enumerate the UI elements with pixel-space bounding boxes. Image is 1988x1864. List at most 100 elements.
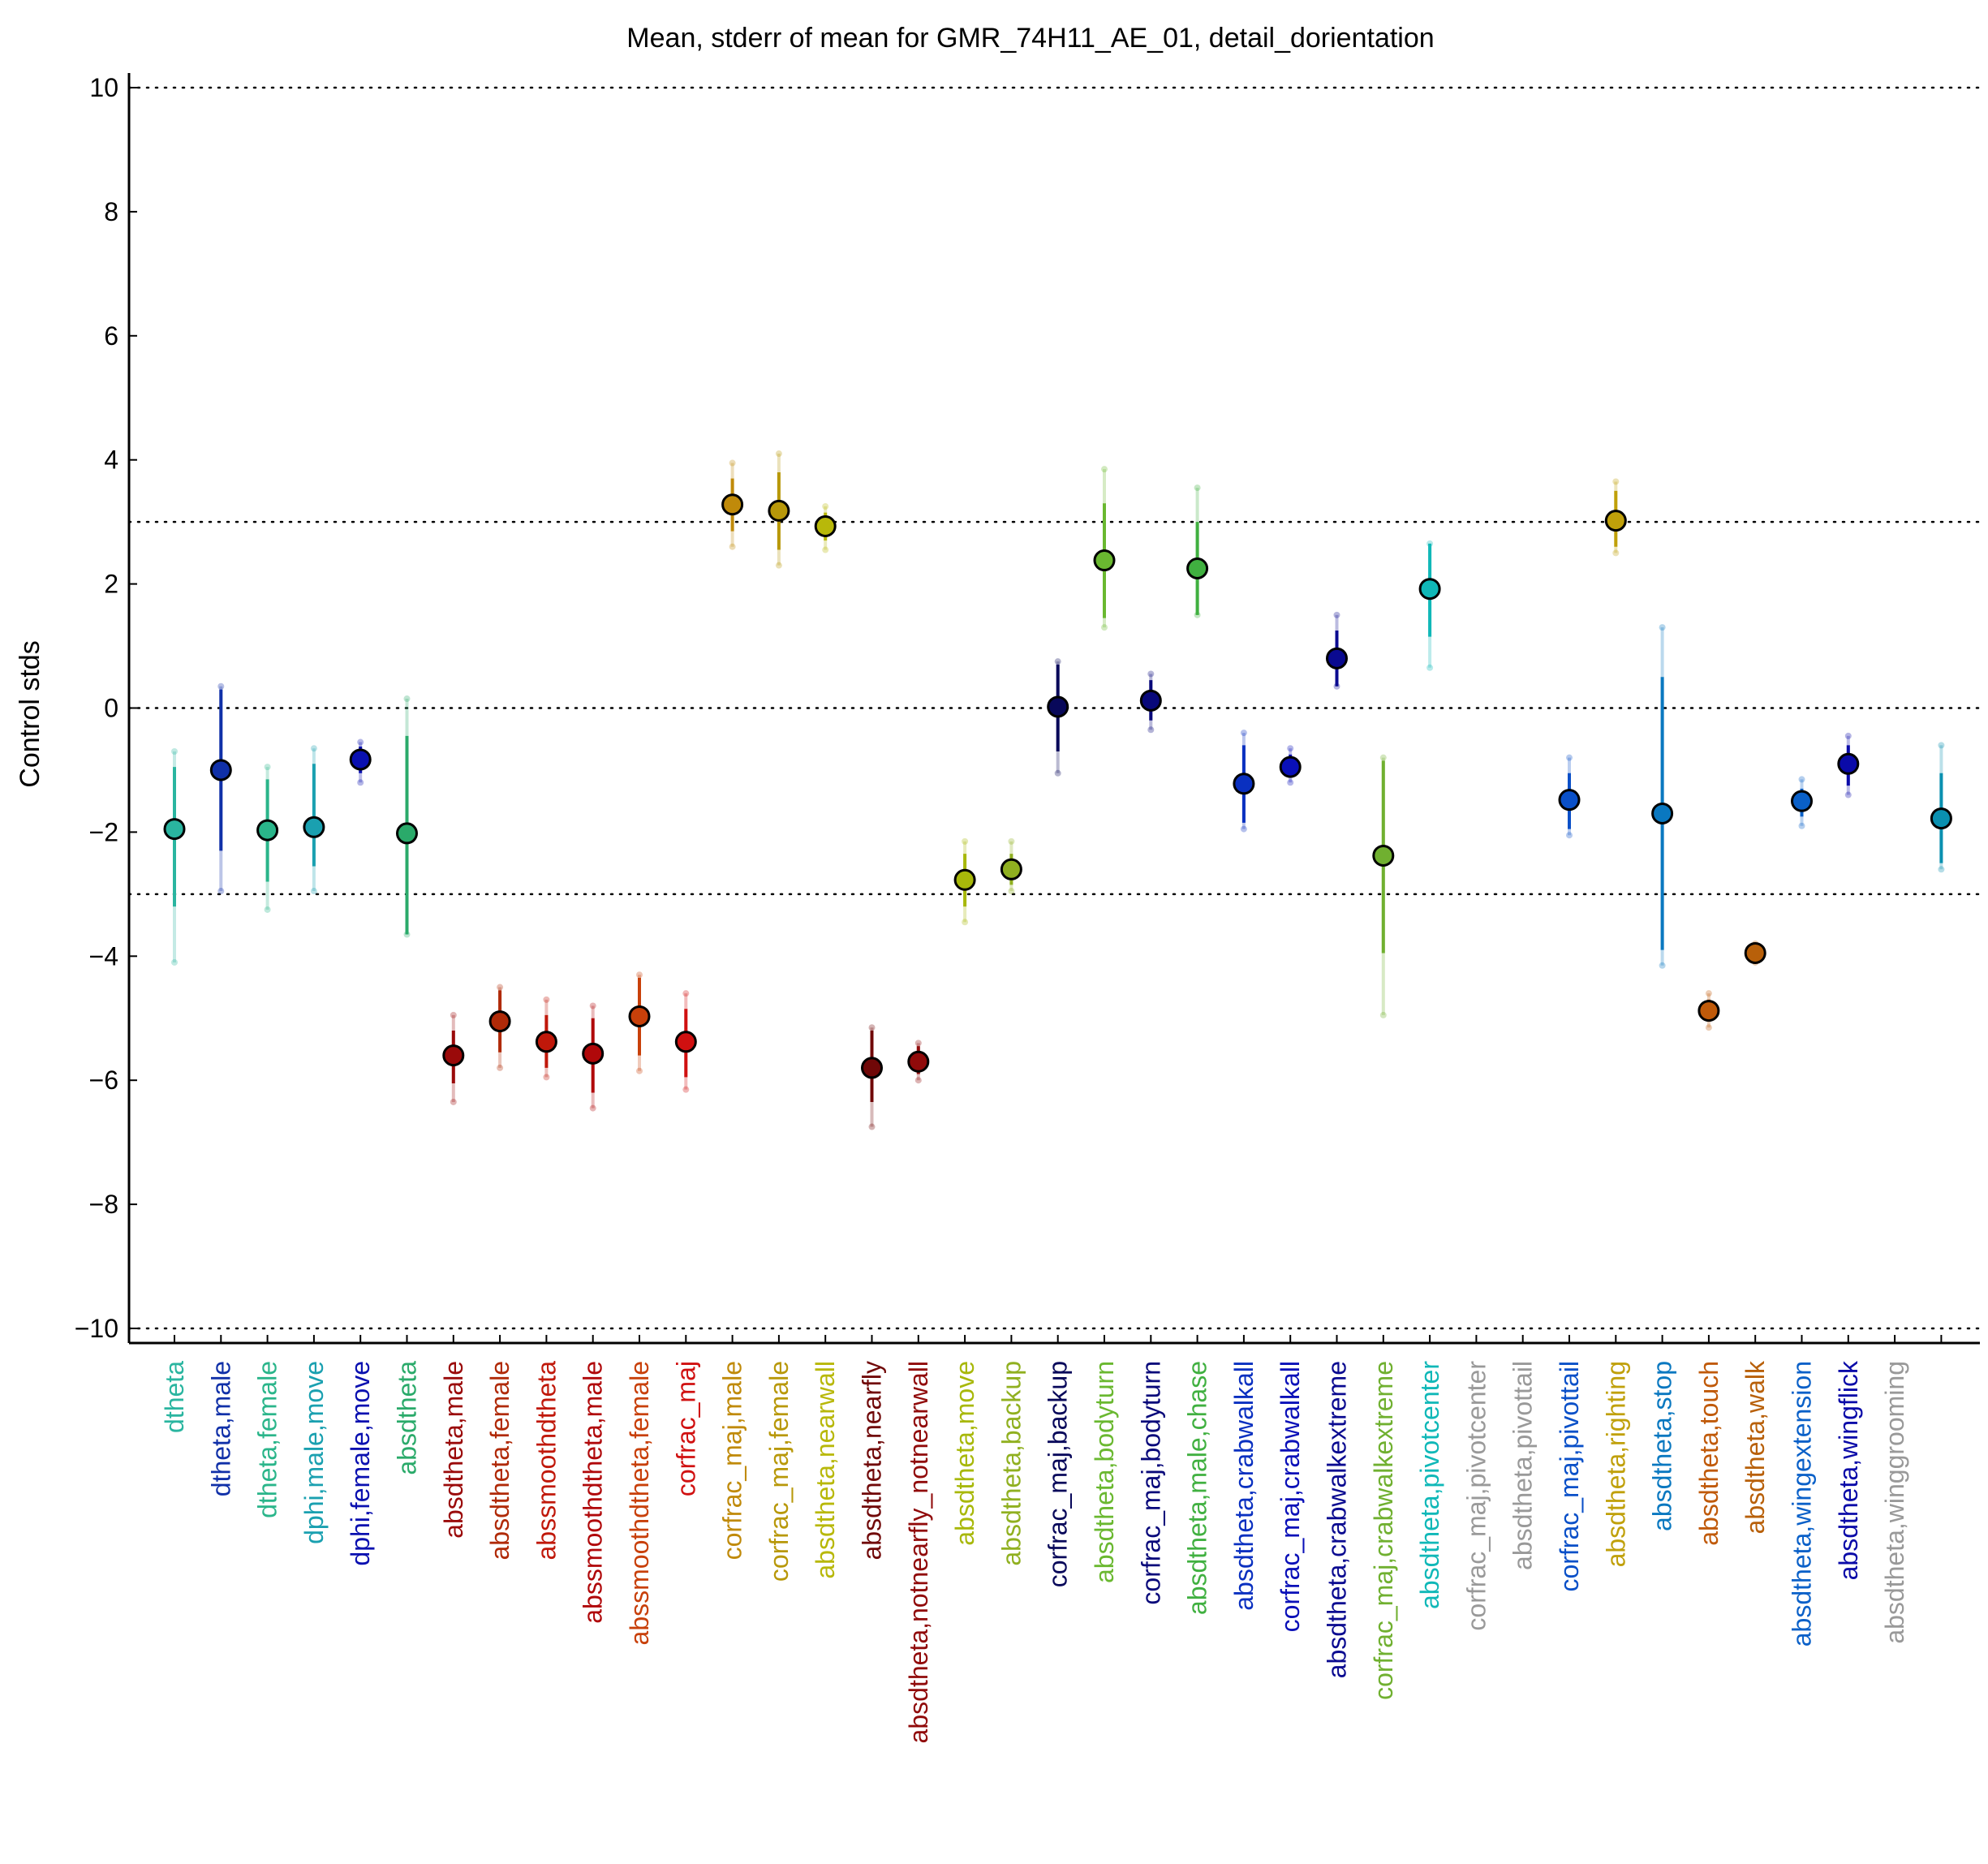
range-cap-top — [868, 1024, 876, 1031]
mean-marker — [953, 868, 976, 891]
mean-marker — [1093, 549, 1116, 572]
range-cap-bottom — [1008, 888, 1015, 895]
mean-marker — [535, 1031, 557, 1053]
range-cap-bottom — [1938, 866, 1945, 873]
x-tick-label: corfrac_maj,crabwalkextreme — [1369, 1361, 1398, 1700]
mean-marker — [628, 1005, 651, 1027]
y-tick-label: 6 — [104, 321, 118, 351]
range-cap-top — [1147, 670, 1155, 678]
range-cap-top — [1287, 745, 1294, 752]
y-tick-label: −6 — [89, 1065, 118, 1095]
mean-marker — [163, 818, 186, 841]
x-tick-label: absdtheta,pivotcenter — [1415, 1361, 1444, 1609]
mean-marker — [442, 1044, 465, 1067]
range-cap-bottom — [217, 888, 225, 895]
range-cap-bottom — [357, 779, 364, 786]
range-cap-top — [1659, 624, 1666, 631]
range-cap-top — [543, 996, 550, 1003]
y-tick-label: 4 — [104, 446, 118, 475]
x-tick-label: absdtheta,righting — [1601, 1361, 1630, 1567]
data-points — [163, 493, 1952, 1079]
mean-marker — [1326, 647, 1348, 669]
mean-marker — [582, 1042, 605, 1065]
range-cap-bottom — [1798, 822, 1805, 829]
range-cap-bottom — [914, 1077, 922, 1084]
x-tick-label: absdtheta,bodyturn — [1090, 1361, 1119, 1583]
x-tick-label: absdtheta,wingextension — [1788, 1361, 1817, 1647]
range-cap-bottom — [1612, 549, 1620, 557]
y-tick-label: −8 — [89, 1190, 118, 1219]
range-cap-top — [1844, 732, 1852, 739]
range-cap-bottom — [682, 1086, 690, 1093]
mean-marker — [209, 759, 232, 781]
range-cap-top — [1798, 776, 1805, 783]
x-tick-label: dtheta,female — [253, 1361, 282, 1518]
y-tick-label: 8 — [104, 197, 118, 226]
x-tick-label: abssmoothdtheta,male — [579, 1361, 608, 1624]
range-cap-bottom — [264, 906, 271, 913]
x-tick-label: corfrac_maj,crabwalkall — [1276, 1361, 1305, 1632]
range-cap-top — [1566, 754, 1573, 761]
error-bars — [171, 450, 1945, 1130]
x-tick-label: dphi,female,move — [346, 1361, 375, 1566]
x-tick-label: abssmoothdtheta — [531, 1361, 561, 1561]
mean-marker — [1139, 689, 1162, 712]
range-cap-top — [310, 745, 317, 752]
range-cap-bottom — [589, 1104, 596, 1112]
x-tick-label: absdtheta,stop — [1648, 1361, 1677, 1531]
range-cap-bottom — [497, 1064, 504, 1071]
range-cap-top — [962, 837, 969, 845]
range-cap-top — [682, 990, 690, 997]
x-tick-label: corfrac_maj,male — [718, 1361, 747, 1560]
range-cap-top — [589, 1002, 596, 1009]
x-tick-label: dtheta — [160, 1361, 189, 1433]
x-tick-label: corfrac_maj,backup — [1043, 1361, 1073, 1587]
range-cap-top — [1101, 466, 1108, 473]
range-cap-top — [729, 459, 736, 467]
x-tick-label: corfrac_maj — [671, 1361, 700, 1496]
mean-marker — [814, 515, 837, 538]
x-tick-label: absdtheta,crabwalkextreme — [1323, 1361, 1352, 1678]
range-cap-bottom — [868, 1123, 876, 1130]
mean-marker — [1418, 578, 1441, 601]
x-tick-label: absdtheta,move — [950, 1361, 979, 1546]
x-tick-label: absdtheta,winggrooming — [1880, 1361, 1909, 1644]
range-cap-top — [217, 682, 225, 690]
mean-marker — [1186, 557, 1209, 579]
range-cap-bottom — [1426, 664, 1434, 671]
x-tick-label: corfrac_maj,bodyturn — [1136, 1361, 1165, 1605]
range-cap-bottom — [636, 1067, 643, 1074]
range-cap-bottom — [1566, 832, 1573, 839]
mean-marker — [1279, 756, 1302, 778]
x-tick-label: absdtheta,backup — [996, 1361, 1026, 1566]
x-tick-label: absdtheta,wingflick — [1834, 1360, 1863, 1580]
range-cap-top — [171, 748, 178, 756]
range-cap-bottom — [729, 543, 736, 550]
mean-marker — [1698, 1000, 1720, 1022]
range-cap-bottom — [1240, 825, 1247, 833]
y-ticks: 10 8 6 4 2 0 −2 −4 −6 −8 −10 — [75, 73, 137, 1343]
mean-marker — [1372, 844, 1395, 867]
mean-marker — [396, 822, 418, 845]
x-tick-label: absdtheta,male,chase — [1183, 1361, 1212, 1615]
x-tick-label: absdtheta,touch — [1694, 1361, 1723, 1546]
mean-marker — [256, 819, 279, 842]
range-cap-top — [636, 971, 643, 979]
range-cap-bottom — [962, 919, 969, 926]
range-cap-top — [1938, 742, 1945, 749]
y-tick-label: −10 — [75, 1314, 118, 1343]
mean-marker — [1233, 773, 1255, 795]
range-cap-top — [1008, 837, 1015, 845]
range-cap-top — [497, 984, 504, 991]
range-cap-top — [357, 738, 364, 746]
x-tick-label: absdtheta,walk — [1741, 1360, 1770, 1534]
mean-marker — [674, 1031, 697, 1053]
range-cap-bottom — [1101, 624, 1108, 631]
x-tick-label: dtheta,male — [206, 1361, 235, 1496]
x-tick-label: dphi,male,move — [299, 1361, 329, 1544]
y-axis-label: Control stds — [15, 640, 45, 787]
mean-marker — [303, 816, 325, 838]
y-tick-label: −2 — [89, 817, 118, 846]
mean-marker — [1000, 858, 1022, 880]
